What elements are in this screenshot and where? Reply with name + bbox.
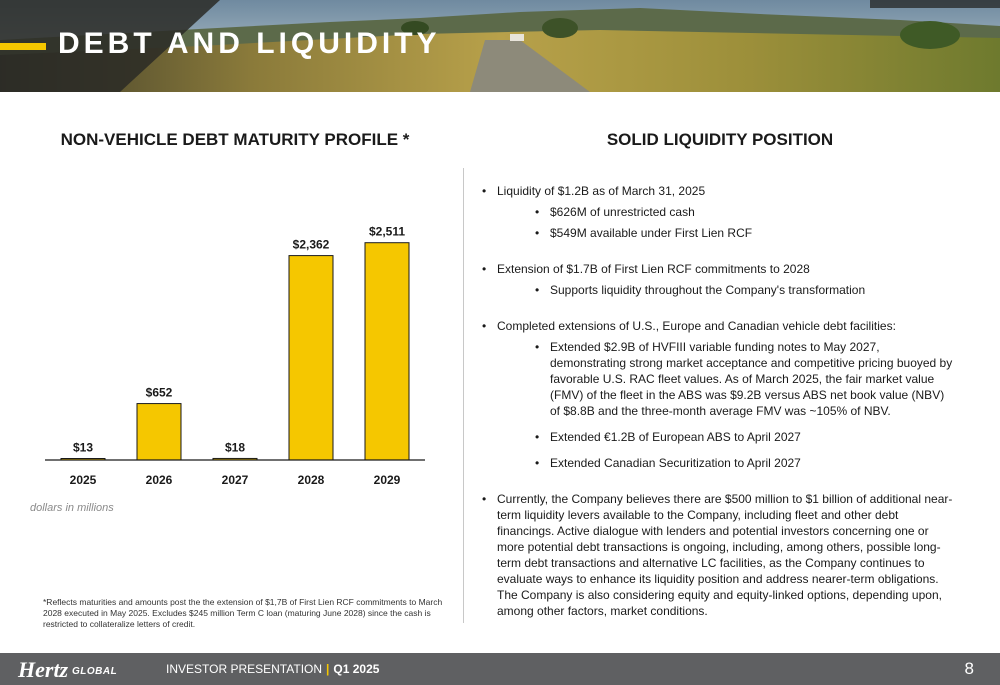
page-title: DEBT AND LIQUIDITY (58, 27, 441, 60)
bullet-text: $549M available under First Lien RCF (550, 226, 753, 240)
list-item: Liquidity of $1.2B as of March 31, 2025 … (482, 183, 957, 241)
list-item: Completed extensions of U.S., Europe and… (482, 318, 957, 471)
header-banner (0, 0, 1000, 92)
x-tick-2028: 2028 (298, 473, 325, 487)
list-item: Extended Canadian Securitization to Apri… (535, 455, 957, 471)
bullet-text: Extended Canadian Securitization to Apri… (550, 456, 801, 470)
bullet-text: $626M of unrestricted cash (550, 205, 695, 219)
hertz-logo-global: GLOBAL (72, 666, 118, 677)
presentation-name: INVESTOR PRESENTATION (166, 662, 323, 676)
column-divider (463, 168, 464, 623)
chart-footnote: *Reflects maturities and amounts post th… (43, 597, 443, 629)
footer-bar: Hertz GLOBAL INVESTOR PRESENTATION | Q1 20… (0, 653, 1000, 685)
page-number: 8 (964, 659, 974, 678)
bullet-text: Extension of $1.7B of First Lien RCF com… (497, 262, 810, 276)
list-item: $626M of unrestricted cash (535, 204, 957, 220)
title-accent-bar (0, 43, 46, 50)
data-label-2027: $18 (225, 440, 245, 454)
liquidity-heading: SOLID LIQUIDITY POSITION (606, 130, 834, 149)
bullet-text: Supports liquidity throughout the Compan… (550, 283, 866, 297)
hertz-logo: Hertz (18, 657, 69, 682)
landscape-image (0, 0, 1000, 92)
bar-2026 (136, 403, 182, 461)
bullet-text: Extended €1.2B of European ABS to April … (550, 430, 801, 444)
x-tick-2029: 2029 (374, 473, 401, 487)
x-tick-2027: 2027 (222, 473, 249, 487)
data-label-2026: $652 (146, 386, 173, 400)
quarter-label: Q1 2025 (333, 662, 380, 676)
x-tick-2025: 2025 (70, 473, 97, 487)
data-label-2025: $13 (73, 441, 93, 455)
bullet-text: Completed extensions of U.S., Europe and… (497, 319, 896, 333)
footer-separator: | (326, 662, 330, 676)
data-label-2028: $2,362 (293, 238, 330, 252)
list-item: Currently, the Company believes there ar… (482, 491, 957, 619)
bullet-text: Currently, the Company believes there ar… (497, 492, 953, 618)
liquidity-bullets: Liquidity of $1.2B as of March 31, 2025 … (482, 183, 957, 619)
bullet-text: Extended $2.9B of HVFIII variable fundin… (550, 340, 953, 418)
bullet-text: Liquidity of $1.2B as of March 31, 2025 (497, 184, 706, 198)
list-item: Extension of $1.7B of First Lien RCF com… (482, 261, 957, 298)
x-tick-2026: 2026 (146, 473, 173, 487)
units-note: dollars in millions (30, 502, 114, 514)
list-item: Supports liquidity throughout the Compan… (535, 282, 957, 298)
bar-2028 (288, 255, 334, 461)
chart-heading: NON-VEHICLE DEBT MATURITY PROFILE * (60, 130, 410, 149)
data-label-2029: $2,511 (369, 225, 405, 239)
list-item: Extended €1.2B of European ABS to April … (535, 429, 957, 445)
maturity-bar-chart: $13 2025 $652 2026 $18 2027 $2,362 2028 $2,511 20… (45, 225, 425, 487)
presentation-label: INVESTOR PRESENTATION | Q1 2025 (166, 662, 379, 676)
list-item: Extended $2.9B of HVFIII variable fundin… (535, 339, 957, 419)
bar-2029 (364, 242, 410, 461)
list-item: $549M available under First Lien RCF (535, 225, 957, 241)
